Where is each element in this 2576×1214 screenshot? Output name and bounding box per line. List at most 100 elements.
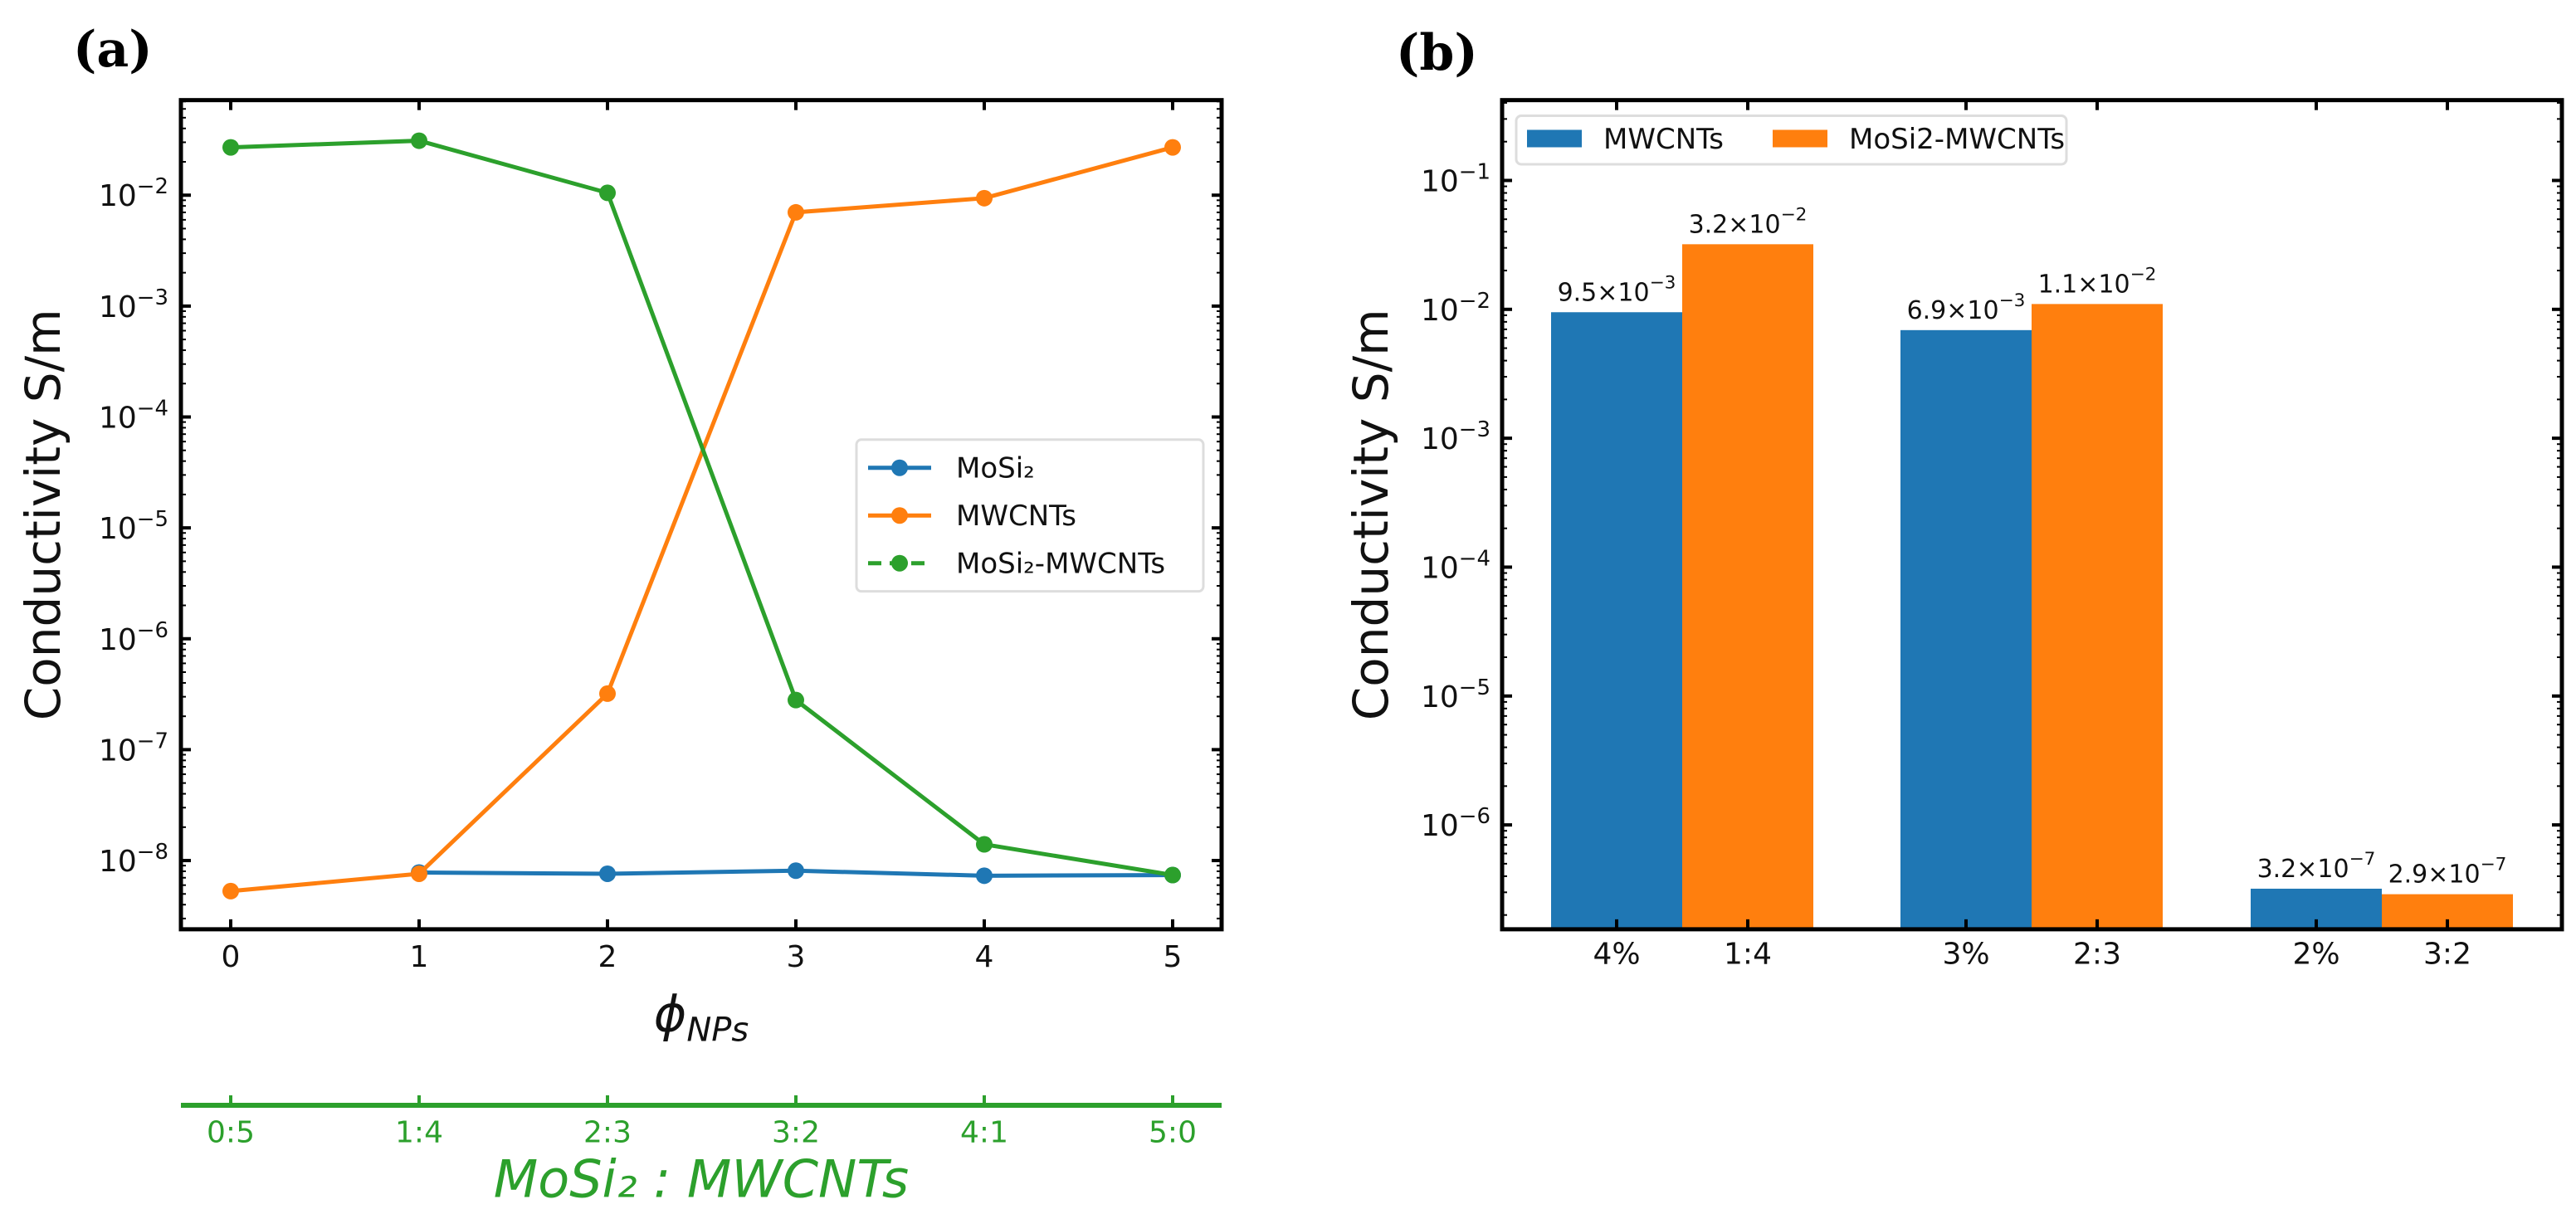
y-tick-label: 10−8 bbox=[99, 840, 168, 879]
bar bbox=[1682, 244, 1813, 929]
y-tick-label: 10−1 bbox=[1421, 159, 1490, 198]
y-tick-label-exponent: −6 bbox=[1459, 804, 1490, 829]
data-point bbox=[411, 132, 427, 149]
y-tick-label-exponent: −3 bbox=[137, 285, 168, 310]
bar-data-label: 9.5×10−3 bbox=[1558, 272, 1676, 307]
y-tick-label-base: 10 bbox=[1421, 422, 1459, 456]
y-tick-label: 10−2 bbox=[99, 174, 168, 213]
y-tick-label: 10−7 bbox=[99, 729, 168, 768]
data-point bbox=[976, 189, 993, 207]
y-tick-label: 10−5 bbox=[99, 507, 168, 546]
x-axis-label: ϕNPs bbox=[654, 985, 749, 1049]
panel-b-bar-chart: 10−610−510−410−310−210−14%9.5×10−31:43.2… bbox=[1343, 98, 2564, 971]
legend-marker bbox=[891, 507, 908, 524]
plot-frame bbox=[1500, 98, 2564, 932]
panel-a-label: (a) bbox=[73, 21, 153, 79]
x-axis-label-main: ϕ bbox=[654, 985, 687, 1043]
y-tick-label-exponent: −4 bbox=[137, 397, 168, 422]
y-tick-label-base: 10 bbox=[1421, 809, 1459, 843]
bar-data-label: 3.2×10−2 bbox=[1689, 204, 1808, 239]
series-line bbox=[230, 145, 1173, 894]
y-axis-label: Conductivity S/m bbox=[15, 309, 71, 720]
y-tick-label-exponent: −3 bbox=[1459, 417, 1490, 442]
legend-entry: MWCNTs bbox=[1603, 123, 1724, 156]
y-tick-label: 10−6 bbox=[99, 618, 168, 657]
x-tick-label: 4% bbox=[1593, 937, 1640, 971]
bar-data-label-base: 2.9×10 bbox=[2388, 861, 2481, 890]
y-tick-label-exponent: −2 bbox=[1459, 289, 1490, 314]
secondary-x-tick-label: 0:5 bbox=[207, 1115, 255, 1149]
bar-data-label-base: 3.2×10 bbox=[2257, 855, 2349, 884]
y-tick-label: 10−5 bbox=[1421, 675, 1490, 714]
bar-data-label-exponent: −2 bbox=[2130, 264, 2157, 285]
y-tick-label-base: 10 bbox=[1421, 294, 1459, 328]
data-point bbox=[599, 685, 616, 702]
bar-data-label: 2.9×10−7 bbox=[2388, 855, 2507, 890]
y-tick-label-base: 10 bbox=[99, 623, 137, 657]
x-tick-label: 4 bbox=[975, 940, 994, 974]
x-tick-label: 1:4 bbox=[1724, 937, 1772, 971]
series-line bbox=[230, 139, 1173, 877]
y-axis-label: Conductivity S/m bbox=[1343, 309, 1399, 720]
y-tick-label-exponent: −7 bbox=[137, 729, 168, 753]
legend-entry: MoSi₂ bbox=[956, 452, 1035, 485]
bar-data-label-exponent: −3 bbox=[1999, 290, 2026, 311]
legend-entry: MWCNTs bbox=[956, 500, 1076, 533]
y-tick-label: 10−3 bbox=[1421, 417, 1490, 456]
data-point bbox=[1164, 866, 1181, 884]
data-point bbox=[222, 882, 239, 900]
x-tick-label: 0 bbox=[222, 940, 241, 974]
bar-data-label: 1.1×10−2 bbox=[2038, 264, 2157, 299]
bar-data-label: 3.2×10−7 bbox=[2257, 849, 2376, 884]
secondary-x-tick-label: 5:0 bbox=[1149, 1115, 1197, 1149]
panel-a-line-chart: 10−810−710−610−510−410−310−20 1 2 3 4 5MoSi₂M… bbox=[15, 98, 1224, 1209]
y-tick-label-base: 10 bbox=[1421, 680, 1459, 714]
x-tick-label: 3:2 bbox=[2423, 937, 2471, 971]
legend-swatch bbox=[1773, 129, 1827, 148]
y-tick-label-base: 10 bbox=[99, 845, 137, 879]
legend-entry: MoSi₂-MWCNTs bbox=[956, 548, 1165, 581]
legend-box bbox=[855, 438, 1205, 593]
data-point bbox=[1164, 139, 1181, 156]
y-tick-label: 10−6 bbox=[1421, 804, 1490, 843]
legend-marker bbox=[891, 554, 908, 572]
y-tick-label-exponent: −5 bbox=[1459, 675, 1490, 700]
data-point bbox=[599, 865, 616, 882]
y-tick-label: 10−4 bbox=[1421, 546, 1490, 585]
bar-data-label-base: 1.1×10 bbox=[2038, 270, 2130, 299]
x-axis-label-subscript: NPs bbox=[686, 1011, 749, 1049]
y-tick-label: 10−3 bbox=[99, 285, 168, 324]
data-point bbox=[976, 867, 993, 885]
bar-data-label: 6.9×10−3 bbox=[1907, 290, 2026, 325]
y-tick-label-base: 10 bbox=[99, 290, 137, 324]
data-point bbox=[599, 184, 616, 202]
y-tick-label-exponent: −8 bbox=[137, 840, 168, 865]
data-point bbox=[788, 691, 804, 709]
y-tick-label-base: 10 bbox=[99, 512, 137, 546]
bar-data-label-base: 3.2×10 bbox=[1689, 210, 1781, 239]
bar-data-label-exponent: −3 bbox=[1650, 272, 1676, 293]
y-tick-label-exponent: −5 bbox=[137, 507, 168, 532]
bar bbox=[1900, 329, 2032, 929]
bar bbox=[1551, 312, 1682, 929]
x-tick-label: 2:3 bbox=[2073, 937, 2121, 971]
y-tick-label-base: 10 bbox=[99, 402, 137, 436]
data-point bbox=[222, 139, 239, 156]
bar-data-label-base: 9.5×10 bbox=[1558, 278, 1650, 307]
secondary-x-tick-label: 4:1 bbox=[960, 1115, 1008, 1149]
x-tick-label: 2% bbox=[2292, 937, 2339, 971]
y-tick-label-exponent: −1 bbox=[1459, 159, 1490, 184]
y-tick-label-base: 10 bbox=[1421, 551, 1459, 585]
data-point bbox=[788, 862, 804, 880]
legend-swatch bbox=[1527, 129, 1582, 148]
plot-frame bbox=[178, 98, 1224, 932]
data-point bbox=[976, 836, 993, 853]
x-tick-label: 3 bbox=[787, 940, 806, 974]
secondary-x-tick-label: 1:4 bbox=[395, 1115, 443, 1149]
y-tick-label-base: 10 bbox=[1421, 164, 1459, 198]
x-tick-label: 3% bbox=[1942, 937, 1989, 971]
legend-marker bbox=[891, 459, 908, 476]
data-point bbox=[788, 203, 804, 221]
bar-data-label-exponent: −7 bbox=[2481, 855, 2507, 875]
